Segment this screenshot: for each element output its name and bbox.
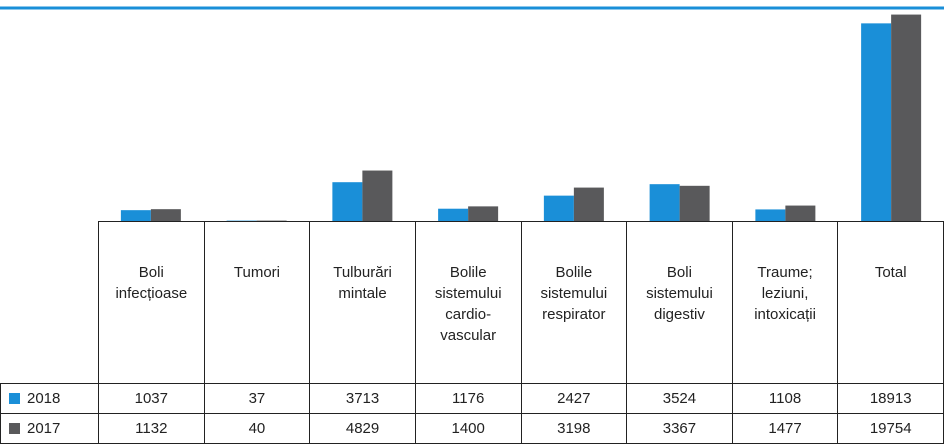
value-cell: 37 [203, 383, 311, 414]
bar [120, 210, 151, 221]
value-cell: 3198 [520, 413, 628, 444]
value-cell: 1132 [98, 413, 205, 444]
value-cell: 1477 [731, 413, 839, 444]
legend-swatch [9, 423, 20, 434]
value-cell: 3524 [626, 383, 733, 414]
category-label: Traume; leziuni, intoxicații [731, 221, 839, 384]
bar [861, 23, 892, 222]
bar [679, 185, 710, 221]
bar [785, 205, 816, 221]
bar [150, 209, 181, 221]
bar [649, 184, 680, 221]
legend-cell: 2017 [0, 413, 99, 444]
legend-swatch [9, 393, 20, 404]
category-label: Total [837, 221, 944, 384]
value-cell: 2427 [520, 383, 628, 414]
bar [362, 170, 393, 221]
category-label: Boli sistemului digestiv [626, 221, 733, 384]
category-label: Tulburări mintale [309, 221, 416, 384]
legend-label: 2017 [27, 420, 61, 437]
bar [332, 182, 363, 221]
bar [543, 195, 574, 221]
value-cell: 4829 [309, 413, 416, 444]
category-label: Boli infecțioase [98, 221, 205, 384]
value-cell: 3367 [626, 413, 733, 444]
bar [468, 206, 499, 221]
value-cell: 1037 [98, 383, 205, 414]
value-cell: 3713 [309, 383, 416, 414]
category-row: Boli infecțioase Tumori Tulburări mintale B… [0, 221, 944, 384]
chart [0, 6, 944, 222]
value-cell: 40 [203, 413, 311, 444]
value-cell: 18913 [837, 383, 944, 414]
legend-cell: 2018 [0, 383, 99, 414]
category-label: Bolile sistemului cardio- vascular [414, 221, 522, 384]
series-row: 2018 1037 37 3713 1176 2427 3524 1108 18913 [0, 383, 944, 414]
bar [438, 208, 469, 221]
blank-cell [0, 221, 99, 384]
value-cell: 1400 [414, 413, 522, 444]
value-cell: 19754 [837, 413, 944, 444]
bar [755, 209, 786, 221]
legend-label: 2018 [27, 390, 61, 407]
value-cell: 1108 [731, 383, 839, 414]
series-row: 2017 1132 40 4829 1400 3198 3367 1477 19754 [0, 413, 944, 444]
bar [573, 187, 604, 221]
bar [891, 14, 922, 222]
data-table: Boli infecțioase Tumori Tulburări mintale B… [0, 221, 944, 444]
value-cell: 1176 [414, 383, 522, 414]
category-label: Bolile sistemului respirator [520, 221, 628, 384]
category-label: Tumori [203, 221, 311, 384]
